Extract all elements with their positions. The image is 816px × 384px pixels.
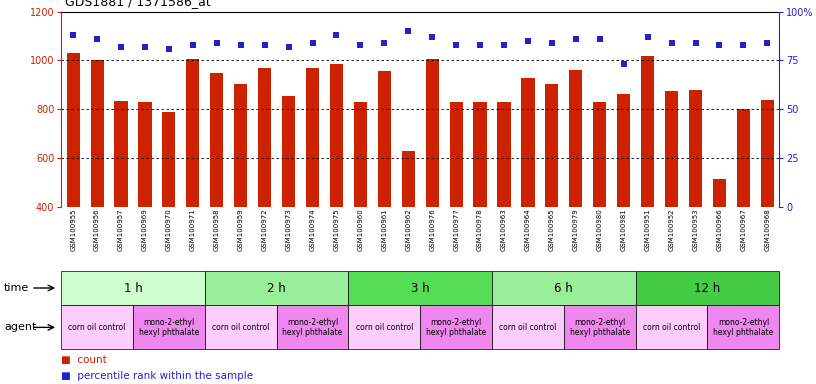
Point	[761, 40, 774, 46]
Bar	[67, 53, 80, 207]
Bar	[713, 179, 726, 207]
Bar	[186, 59, 199, 207]
Point	[234, 42, 247, 48]
Text: agent: agent	[4, 322, 37, 333]
Point	[306, 40, 319, 46]
Point	[401, 28, 415, 34]
Bar	[641, 56, 654, 207]
Point	[139, 44, 152, 50]
Bar	[162, 112, 175, 207]
Bar	[545, 84, 558, 207]
Point	[665, 40, 678, 46]
Bar	[114, 101, 127, 207]
Text: 1 h: 1 h	[124, 281, 142, 295]
Bar	[378, 71, 391, 207]
Text: ■  percentile rank within the sample: ■ percentile rank within the sample	[61, 371, 253, 381]
Bar	[330, 64, 343, 207]
Bar	[354, 102, 367, 207]
Point	[617, 61, 630, 68]
Text: corn oil control: corn oil control	[499, 323, 557, 332]
Text: corn oil control: corn oil control	[212, 323, 269, 332]
Text: corn oil control: corn oil control	[69, 323, 126, 332]
Text: mono-2-ethyl
hexyl phthalate: mono-2-ethyl hexyl phthalate	[426, 318, 486, 337]
Point	[114, 44, 127, 50]
Point	[545, 40, 558, 46]
Point	[186, 42, 199, 48]
Point	[67, 32, 80, 38]
Point	[689, 40, 702, 46]
Bar	[234, 84, 247, 207]
Text: mono-2-ethyl
hexyl phthalate: mono-2-ethyl hexyl phthalate	[713, 318, 774, 337]
Bar	[91, 60, 104, 207]
Point	[521, 38, 534, 44]
Text: mono-2-ethyl
hexyl phthalate: mono-2-ethyl hexyl phthalate	[570, 318, 630, 337]
Bar	[282, 96, 295, 207]
Point	[258, 42, 271, 48]
Text: corn oil control: corn oil control	[356, 323, 413, 332]
Point	[378, 40, 391, 46]
Bar	[450, 102, 463, 207]
Point	[713, 42, 726, 48]
Point	[641, 34, 654, 40]
Bar	[617, 94, 630, 207]
Point	[473, 42, 486, 48]
Point	[426, 34, 439, 40]
Point	[282, 44, 295, 50]
Point	[162, 46, 175, 52]
Text: 6 h: 6 h	[555, 281, 573, 295]
Text: corn oil control: corn oil control	[643, 323, 700, 332]
Text: 2 h: 2 h	[268, 281, 286, 295]
Bar	[761, 99, 774, 207]
Text: time: time	[4, 283, 29, 293]
Bar	[570, 70, 583, 207]
Bar	[665, 91, 678, 207]
Bar	[498, 102, 511, 207]
Text: 12 h: 12 h	[694, 281, 721, 295]
Point	[737, 42, 750, 48]
Point	[330, 32, 343, 38]
Bar	[426, 59, 439, 207]
Text: GDS1881 / 1371586_at: GDS1881 / 1371586_at	[65, 0, 211, 8]
Point	[593, 36, 606, 42]
Bar	[737, 109, 750, 207]
Bar	[306, 68, 319, 207]
Text: mono-2-ethyl
hexyl phthalate: mono-2-ethyl hexyl phthalate	[139, 318, 199, 337]
Point	[354, 42, 367, 48]
Point	[498, 42, 511, 48]
Bar	[139, 102, 152, 207]
Point	[450, 42, 463, 48]
Point	[570, 36, 583, 42]
Bar	[689, 90, 702, 207]
Text: mono-2-ethyl
hexyl phthalate: mono-2-ethyl hexyl phthalate	[282, 318, 343, 337]
Point	[91, 36, 104, 42]
Bar	[593, 102, 606, 207]
Text: 3 h: 3 h	[411, 281, 429, 295]
Bar	[211, 73, 224, 207]
Text: ■  count: ■ count	[61, 355, 107, 365]
Bar	[258, 68, 271, 207]
Point	[211, 40, 224, 46]
Bar	[401, 151, 415, 207]
Bar	[473, 102, 486, 207]
Bar	[521, 78, 534, 207]
